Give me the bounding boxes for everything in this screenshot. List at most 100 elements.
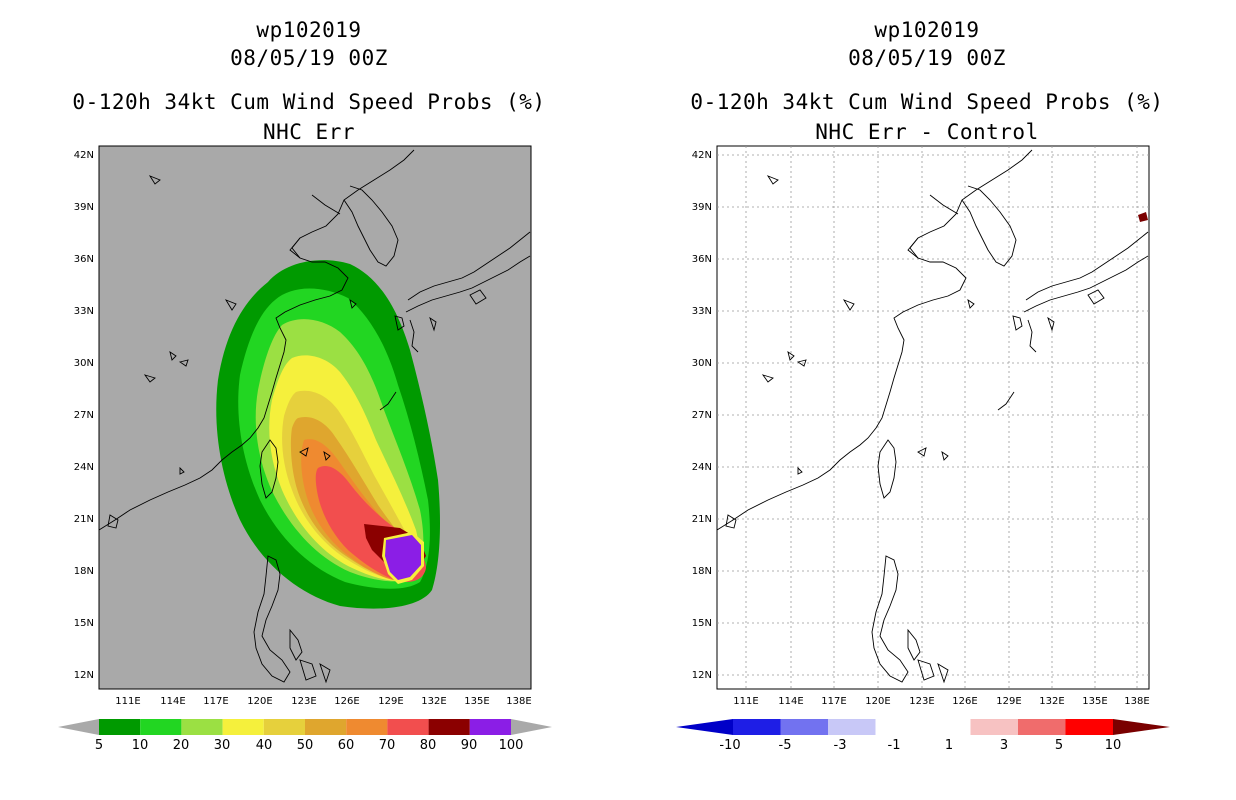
left-map-panel: wp102019 08/05/19 00Z 0-120h 34kt Cum Wi… [58,18,552,753]
colorbar-labels: 5 10 20 30 40 50 60 70 80 90 100 [95,738,524,753]
colorbar-cell [99,719,141,735]
lon-label: 120E [247,696,272,707]
lat-label: 30N [74,358,94,369]
lat-label: 42N [74,150,94,161]
lon-label: 114E [778,696,803,707]
lat-label: 12N [74,670,94,681]
colorbar-cell [140,719,182,735]
lat-label: 36N [74,254,94,265]
left-lat-axis: 42N 39N 36N 33N 30N 27N 24N 21N 18N 15N … [74,150,94,681]
colorbar-left-arrow [676,719,733,735]
right-coastlines [716,149,1149,684]
lon-label: 123E [291,696,316,707]
colorbar-label: 10 [1105,738,1122,753]
colorbar-cell [346,719,388,735]
colorbar-label: 30 [214,738,231,753]
colorbar-cell [387,719,429,735]
left-colorbar: 5 10 20 30 40 50 60 70 80 90 100 [58,719,552,753]
colorbar-cell [263,719,305,735]
probability-swath [216,260,440,609]
colorbar-cell [780,719,828,735]
contour-100 [385,535,421,580]
colorbar-label: -5 [779,738,792,753]
lat-label: 42N [692,150,712,161]
right-title-subtitle: NHC Err - Control [815,120,1039,144]
left-title-product: 0-120h 34kt Cum Wind Speed Probs (%) [72,90,546,114]
colorbar-cell [875,719,923,735]
colorbar-cell [1065,719,1113,735]
colorbar-cell [305,719,347,735]
colorbar-label: 100 [499,738,524,753]
right-colorbar: -10 -5 -3 -1 1 3 5 10 [676,719,1170,753]
colorbar-label: 3 [1000,738,1008,753]
lat-label: 18N [692,566,712,577]
lon-label: 126E [334,696,359,707]
colorbar-label: 60 [338,738,355,753]
left-map-svg: 42N 39N 36N 33N 30N 27N 24N 21N 18N 15N … [58,145,552,753]
right-map-background [716,145,1150,690]
colorbar-label: 90 [461,738,478,753]
lat-label: 12N [692,670,712,681]
colorbar-cell [222,719,264,735]
lon-label: 117E [203,696,228,707]
lon-label: 123E [909,696,934,707]
colorbar-cell [428,719,470,735]
lat-label: 21N [74,514,94,525]
colorbar-left-arrow [58,719,99,735]
lon-label: 111E [733,696,758,707]
lat-label: 30N [692,358,712,369]
lat-label: 33N [692,306,712,317]
colorbar-cell [1018,719,1066,735]
lon-label: 135E [1082,696,1107,707]
colorbar-label: 70 [379,738,396,753]
lat-label: 27N [692,410,712,421]
lon-label: 138E [1124,696,1149,707]
lat-label: 15N [692,618,712,629]
colorbar-cell [828,719,876,735]
right-title-date: 08/05/19 00Z [848,46,1006,70]
lon-label: 135E [464,696,489,707]
colorbar-right-arrow [511,719,552,735]
right-lat-axis: 42N 39N 36N 33N 30N 27N 24N 21N 18N 15N … [692,150,712,681]
lon-label: 129E [996,696,1021,707]
colorbar-labels: -10 -5 -3 -1 1 3 5 10 [719,738,1121,753]
colorbar-label: 5 [1055,738,1063,753]
lon-label: 132E [1039,696,1064,707]
lon-label: 117E [821,696,846,707]
colorbar-label: -1 [888,738,901,753]
colorbar-label: -3 [834,738,847,753]
colorbar-label: 50 [297,738,314,753]
left-title-storm: wp102019 [256,18,362,42]
colorbar-cells [733,719,1113,735]
right-map-panel: wp102019 08/05/19 00Z 0-120h 34kt Cum Wi… [618,0,1236,800]
colorbar-label: 1 [945,738,953,753]
colorbar-cell [469,719,511,735]
lat-label: 39N [692,202,712,213]
lon-label: 126E [952,696,977,707]
lon-label: 132E [421,696,446,707]
left-title-subtitle: NHC Err [262,120,355,144]
colorbar-cell [923,719,971,735]
lat-label: 21N [692,514,712,525]
lat-label: 33N [74,306,94,317]
lat-label: 24N [692,462,712,473]
lon-label: 114E [160,696,185,707]
colorbar-label: 20 [173,738,190,753]
lon-label: 129E [378,696,403,707]
right-map-svg: 42N 39N 36N 33N 30N 27N 24N 21N 18N 15N … [676,145,1170,753]
right-title-storm: wp102019 [874,18,980,42]
colorbar-label: 80 [420,738,437,753]
colorbar-label: 10 [132,738,149,753]
difference-spot [1138,212,1148,222]
lon-label: 120E [865,696,890,707]
colorbar-label: 5 [95,738,103,753]
lat-label: 18N [74,566,94,577]
lon-label: 111E [115,696,140,707]
lat-label: 36N [692,254,712,265]
right-title-product: 0-120h 34kt Cum Wind Speed Probs (%) [690,90,1164,114]
right-lon-axis: 111E 114E 117E 120E 123E 126E 129E 132E … [733,696,1149,707]
colorbar-cell [181,719,223,735]
left-coastlines [98,149,531,684]
colorbar-right-arrow [1113,719,1170,735]
colorbar-cell [733,719,781,735]
